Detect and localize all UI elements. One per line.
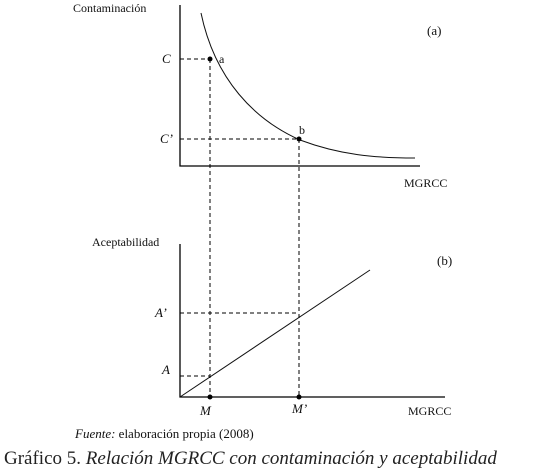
panel-a-y-axis-label: Contaminación [73, 1, 146, 15]
point-m-prime [296, 394, 302, 400]
tick-m-prime: M’ [291, 401, 307, 416]
point-b-label: b [299, 123, 305, 137]
panel-a-x-axis-label: MGRCC [404, 176, 447, 190]
panel-b-axes [179, 244, 445, 398]
panel-b: Aceptabilidad (b) A’ A M M’ MGRCC [92, 235, 452, 418]
tick-a-prime: A’ [154, 305, 167, 320]
figure-caption: Gráfico 5. Relación MGRCC con contaminac… [4, 448, 497, 470]
panel-a-tag: (a) [427, 23, 441, 38]
caption-title: Relación MGRCC con contaminación y acept… [85, 448, 497, 469]
source-text: elaboración propia (2008) [118, 426, 254, 441]
source-lead: Fuente: [75, 426, 116, 441]
tick-a: A [161, 362, 170, 377]
panel-b-tag: (b) [437, 253, 452, 268]
panel-a-curve [200, 12, 416, 159]
panel-b-x-axis-label: MGRCC [408, 404, 451, 418]
point-a-label: a [219, 52, 225, 66]
panel-a-axes [179, 5, 420, 167]
tick-c: C [162, 51, 171, 66]
source-note: Fuente: elaboración propia (2008) [75, 426, 254, 442]
tick-c-prime: C’ [160, 131, 173, 146]
tick-m: M [199, 403, 212, 418]
caption-prefix: Gráfico 5. [4, 448, 82, 469]
panel-a: Contaminación (a) a b C C’ MGRCC [73, 1, 447, 190]
panel-b-line [179, 269, 371, 398]
panel-b-y-axis-label: Aceptabilidad [92, 235, 159, 249]
